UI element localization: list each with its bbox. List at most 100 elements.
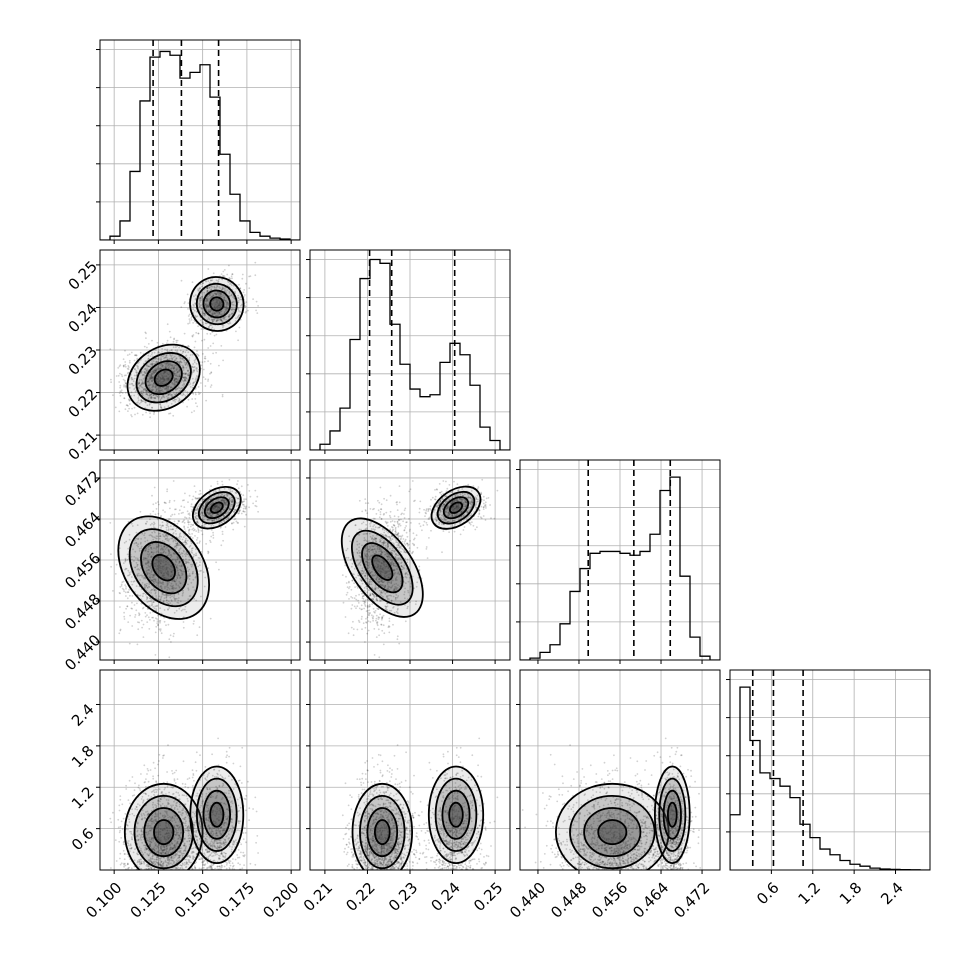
- scatter-point: [156, 368, 159, 370]
- scatter-point: [160, 389, 163, 392]
- scatter-point: [180, 361, 183, 364]
- scatter-point: [154, 384, 157, 387]
- scatter-point: [183, 528, 186, 530]
- scatter-point: [206, 291, 209, 293]
- scatter-point: [202, 376, 205, 379]
- scatter-point: [180, 279, 183, 282]
- scatter-point: [145, 332, 147, 335]
- scatter-point: [158, 628, 161, 631]
- scatter-point: [181, 379, 184, 382]
- scatter-point: [165, 558, 168, 561]
- scatter-point: [194, 398, 197, 400]
- scatter-point: [141, 390, 144, 393]
- scatter-point: [133, 359, 136, 362]
- scatter-point: [141, 374, 144, 377]
- scatter-point: [212, 294, 215, 296]
- scatter-point: [218, 307, 221, 309]
- scatter-point: [152, 394, 155, 397]
- scatter-point: [182, 376, 185, 379]
- scatter-point: [239, 287, 242, 290]
- scatter-point: [118, 632, 121, 635]
- scatter-point: [204, 385, 207, 387]
- scatter-point: [214, 315, 217, 317]
- scatter-point: [157, 381, 159, 384]
- scatter-point: [190, 317, 193, 319]
- scatter-point: [147, 391, 150, 394]
- scatter-point: [160, 381, 162, 383]
- scatter-point: [138, 379, 141, 381]
- scatter-point: [120, 373, 123, 376]
- scatter-point: [135, 354, 138, 357]
- scatter-point: [158, 503, 160, 506]
- scatter-point: [193, 369, 195, 371]
- scatter-point: [360, 618, 363, 620]
- scatter-point: [203, 291, 206, 294]
- scatter-point: [209, 310, 212, 313]
- scatter-point: [207, 306, 209, 309]
- scatter-point: [171, 364, 173, 367]
- scatter-point: [151, 362, 154, 365]
- scatter-point: [173, 513, 176, 516]
- scatter-point: [380, 503, 383, 506]
- scatter-point: [145, 389, 148, 391]
- scatter-point: [162, 380, 165, 383]
- scatter-point: [206, 299, 209, 302]
- scatter-point: [151, 603, 154, 606]
- scatter-point: [159, 556, 162, 559]
- scatter-point: [163, 370, 165, 373]
- scatter-point: [228, 478, 231, 481]
- scatter-point: [156, 387, 159, 390]
- scatter-point: [377, 628, 380, 631]
- scatter-point: [180, 357, 183, 360]
- scatter-point: [131, 607, 134, 610]
- scatter-point: [165, 624, 167, 627]
- scatter-point: [210, 535, 213, 538]
- scatter-point: [138, 387, 141, 390]
- scatter-point: [211, 326, 214, 329]
- scatter-point: [168, 397, 170, 400]
- scatter-point: [185, 372, 187, 375]
- scatter-point: [228, 315, 231, 317]
- scatter-point: [207, 498, 210, 501]
- scatter-point: [206, 290, 209, 293]
- scatter-point: [226, 495, 229, 497]
- scatter-point: [150, 396, 153, 399]
- scatter-point: [436, 488, 438, 491]
- scatter-point: [125, 386, 127, 389]
- scatter-point: [172, 346, 175, 349]
- scatter-point: [112, 590, 114, 592]
- scatter-point: [218, 293, 221, 295]
- scatter-point: [181, 364, 184, 367]
- scatter-point: [188, 318, 191, 320]
- scatter-point: [204, 307, 207, 310]
- scatter-point: [175, 378, 178, 380]
- scatter-point: [183, 521, 186, 524]
- scatter-point: [124, 385, 127, 387]
- scatter-point: [147, 357, 150, 360]
- scatter-point: [194, 378, 197, 381]
- y-tick-label: 0.25: [65, 257, 101, 293]
- scatter-point: [173, 373, 176, 375]
- scatter-point: [223, 318, 226, 321]
- scatter-point: [146, 380, 149, 383]
- scatter-point: [169, 594, 172, 597]
- scatter-point: [212, 272, 215, 275]
- scatter-point: [214, 298, 217, 301]
- scatter-point: [175, 566, 178, 569]
- scatter-point: [150, 363, 153, 365]
- scatter-point: [152, 386, 155, 388]
- scatter-point: [172, 340, 175, 343]
- scatter-point: [208, 309, 211, 312]
- scatter-point: [158, 581, 160, 584]
- scatter-point: [165, 561, 167, 563]
- scatter-point: [230, 275, 233, 278]
- scatter-point: [218, 306, 220, 309]
- scatter-point: [146, 346, 148, 349]
- scatter-point: [147, 397, 150, 399]
- scatter-point: [220, 499, 222, 502]
- scatter-point: [128, 359, 131, 362]
- scatter-point: [240, 304, 242, 307]
- scatter-point: [206, 299, 209, 301]
- scatter-point: [166, 524, 169, 527]
